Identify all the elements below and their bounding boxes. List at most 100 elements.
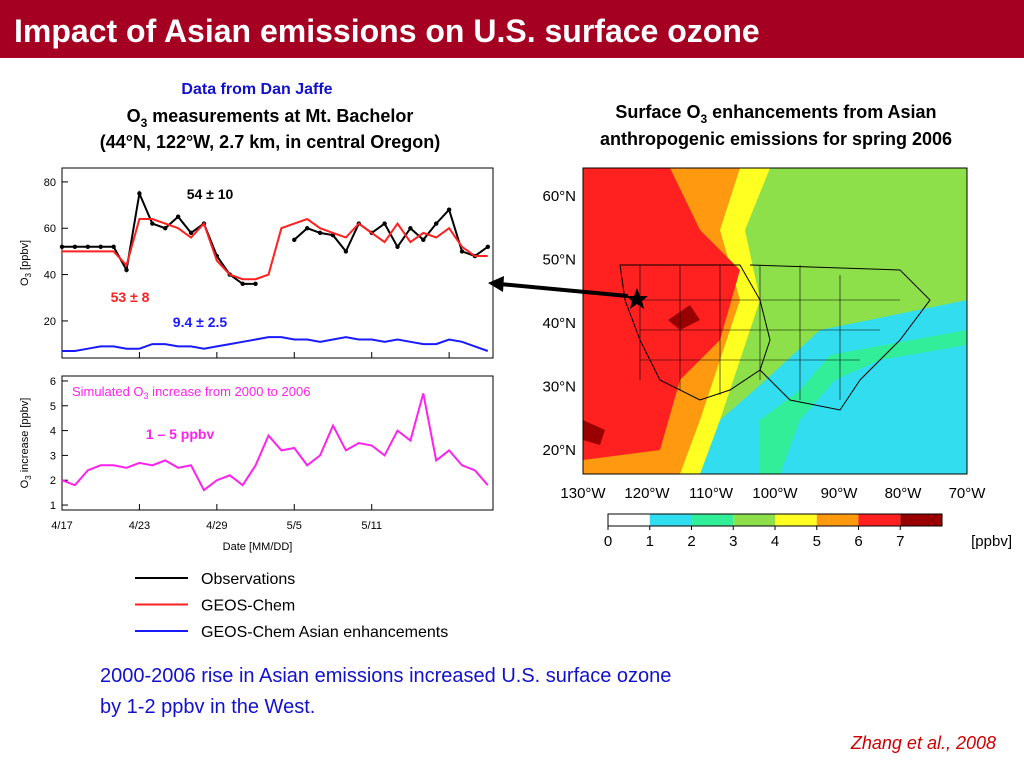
colorbar-cell (649, 514, 692, 526)
title-bar (0, 0, 1024, 58)
obs-point (459, 249, 465, 254)
obs-point (408, 226, 413, 231)
obs-point (343, 249, 349, 254)
x-tick-label: 4/29 (206, 520, 227, 532)
colorbar-label: 4 (771, 533, 779, 550)
colorbar-cell (900, 514, 942, 526)
obs-point (163, 226, 168, 231)
x-tick-label: 5/5 (287, 520, 302, 532)
y-tick-label: 80 (44, 177, 56, 189)
y-tick-label: 60 (44, 223, 56, 235)
lon-label: 80°W (885, 485, 923, 502)
y-tick-label: 1 (50, 500, 56, 512)
obs-point (98, 244, 103, 249)
map (582, 167, 968, 475)
y-tick-label: 4 (50, 426, 56, 438)
colorbar-label: 7 (896, 533, 904, 550)
text: increase from 2000 to 2006 (149, 384, 311, 399)
legend-label: GEOS-Chem (201, 598, 295, 615)
obs-point (188, 230, 194, 236)
series-line (62, 217, 488, 281)
text: [ppbv] (19, 240, 31, 273)
sub: 3 (700, 112, 707, 126)
obs-point (304, 226, 310, 231)
lat-label: 40°N (542, 315, 576, 332)
source: Data from Dan Jaffe (181, 81, 332, 98)
map-region (583, 305, 700, 445)
state-borders (639, 265, 900, 400)
colorbar-unit: [ppbv] (971, 533, 1012, 550)
obs-point (446, 207, 452, 212)
text: O (19, 277, 31, 286)
map-title: anthropogenic emissions for spring 2006 (600, 129, 952, 149)
obs-point (124, 267, 129, 273)
map-title: Surface O3 enhancements from Asian (615, 102, 936, 126)
annotation: 9.4 ± 2.5 (173, 314, 228, 330)
colorbar-label: 3 (729, 533, 737, 550)
obs-point (421, 237, 426, 243)
lon-label: 120°W (624, 485, 670, 502)
y-axis-label: O3 increase [ppbv] (19, 398, 33, 489)
lat-label: 50°N (542, 252, 576, 269)
lon-label: 130°W (560, 485, 606, 502)
colorbar-label: 2 (687, 533, 695, 550)
colorbar-label: 6 (854, 533, 862, 550)
text: measurements at Mt. Bachelor (147, 106, 413, 126)
y-tick-label: 40 (44, 270, 56, 282)
obs-point (253, 281, 258, 287)
lon-label: 70°W (949, 485, 987, 502)
annotation: 1 – 5 ppbv (146, 426, 215, 442)
lon-label: 90°W (821, 485, 859, 502)
obs-point (85, 244, 91, 249)
x-tick-label: 4/23 (129, 520, 150, 532)
legend-label: Observations (201, 571, 295, 588)
obs-point (434, 221, 439, 226)
colorbar-label: 0 (604, 533, 612, 550)
y-tick-label: 3 (50, 450, 56, 462)
y-tick-label: 5 (50, 401, 56, 413)
arrow (499, 282, 629, 298)
x-axis-label: Date [MM/DD] (223, 541, 293, 553)
text: Simulated O (72, 384, 144, 399)
sub: 3 (141, 116, 148, 130)
obs-point (292, 237, 297, 243)
lat-label: 20°N (542, 442, 576, 459)
y-tick-label: 2 (50, 475, 56, 487)
obs-point (59, 244, 65, 249)
sub: 3 (144, 391, 149, 401)
obs-point (111, 244, 116, 249)
plot-frame (61, 375, 494, 511)
text: enhancements from Asian (707, 102, 936, 122)
text: O (127, 106, 141, 126)
obs-point (72, 244, 78, 249)
site-star (626, 288, 648, 309)
lon-label: 110°W (689, 485, 734, 502)
annotation: 54 ± 10 (187, 186, 234, 202)
y-tick-label: 20 (44, 316, 56, 328)
subtitle: O3 measurements at Mt. Bachelor (127, 106, 414, 130)
conclusion: by 1-2 ppbv in the West. (100, 696, 315, 718)
obs-point (240, 281, 245, 287)
title: Impact of Asian emissions on U.S. surfac… (14, 13, 760, 49)
text: O (19, 479, 31, 488)
y-tick-label: 6 (50, 376, 56, 388)
series-line (62, 336, 489, 352)
series-line (62, 189, 489, 285)
colorbar-label: 1 (646, 533, 654, 550)
obs-point (395, 244, 400, 249)
colorbar-cell (816, 514, 859, 526)
legend-label: GEOS-Chem Asian enhancements (201, 624, 448, 641)
map-frame (582, 167, 968, 475)
colorbar-cell (733, 514, 775, 526)
arrow-head (488, 276, 504, 292)
obs-point (317, 230, 323, 236)
lon-label: 100°W (752, 485, 798, 502)
citation: Zhang et al., 2008 (850, 733, 996, 753)
lat-label: 30°N (542, 379, 576, 396)
text: Surface O (615, 102, 700, 122)
conclusion: 2000-2006 rise in Asian emissions increa… (100, 665, 671, 687)
map-region (583, 168, 740, 460)
series-line (61, 393, 489, 492)
obs-point (485, 244, 491, 249)
